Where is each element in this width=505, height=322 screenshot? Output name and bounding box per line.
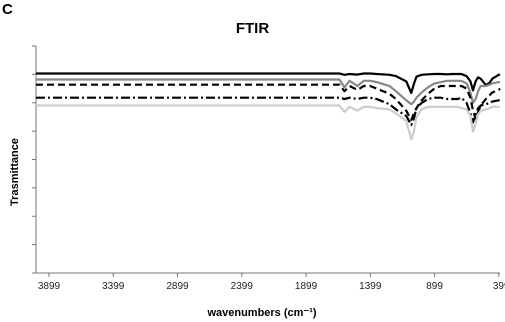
x-tick-label: 2899: [166, 281, 189, 292]
x-tick-label: 399: [493, 281, 505, 292]
chart-title: FTIR: [235, 20, 270, 37]
x-tick-label: 1899: [295, 281, 318, 292]
panel-letter: C: [2, 1, 13, 18]
x-axis-title: wavenumbers (cm⁻¹): [206, 307, 316, 319]
y-axis-title: Trasmittance: [9, 138, 21, 206]
series-line-4: [36, 96, 500, 127]
series-line-2: [36, 78, 500, 106]
x-tick-label: 3899: [38, 281, 61, 292]
x-tick-label: 2399: [231, 281, 254, 292]
x-tick-label: 1399: [359, 281, 382, 292]
series-line-1: [36, 72, 501, 95]
series-line-5: [36, 104, 500, 141]
series-line-3: [36, 83, 501, 121]
x-axis: 3899 3399 2899 2399 1899 1399 899 399: [36, 272, 505, 292]
series-group: [36, 72, 501, 141]
y-axis: [32, 45, 37, 274]
x-tick-label: 899: [426, 281, 443, 292]
x-tick-label: 3399: [102, 281, 125, 292]
